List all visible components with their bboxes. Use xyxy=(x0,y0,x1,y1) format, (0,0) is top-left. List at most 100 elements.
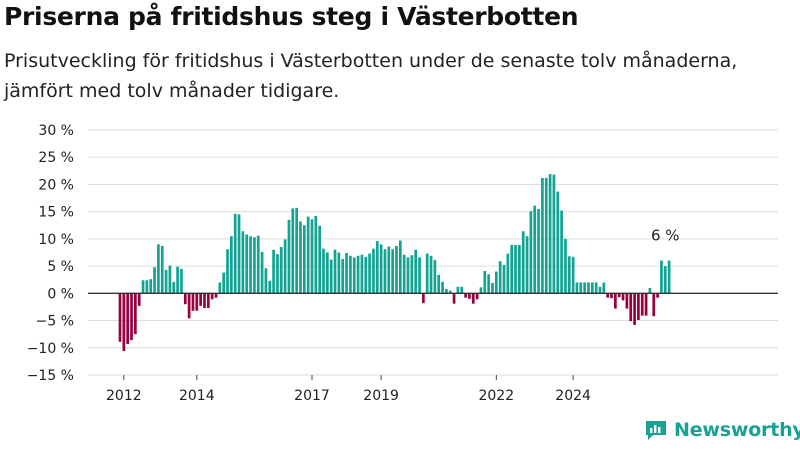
bar xyxy=(552,174,556,294)
y-tick-label: 5 % xyxy=(47,259,74,275)
bar xyxy=(329,259,333,294)
chart-subtitle: Prisutveckling för fritidshus i Västerbo… xyxy=(4,50,738,102)
bar xyxy=(268,280,272,294)
bar xyxy=(541,177,544,294)
bar xyxy=(445,288,448,294)
bar xyxy=(149,279,153,294)
bar xyxy=(126,293,130,344)
x-tick-label: 2019 xyxy=(363,388,399,404)
bar xyxy=(652,293,656,317)
bar xyxy=(494,271,498,294)
bar xyxy=(272,249,275,294)
bar xyxy=(644,293,648,316)
bar xyxy=(210,293,214,300)
y-tick-label: 10 % xyxy=(38,232,74,248)
bar xyxy=(283,239,287,294)
bar xyxy=(137,293,141,306)
bar xyxy=(471,293,475,304)
bar xyxy=(299,221,302,294)
bar xyxy=(406,257,410,294)
bar xyxy=(433,260,437,294)
bar xyxy=(548,174,552,294)
bar xyxy=(560,210,563,294)
bar xyxy=(360,254,364,294)
y-axis-ticks: 30 % 25 % 20 % 15 % 10 % 5 % 0 % −5 % −10 % −15 % xyxy=(27,123,74,384)
bar xyxy=(183,293,187,305)
bar xyxy=(322,248,325,294)
bar xyxy=(510,244,514,294)
y-tick-label: 30 % xyxy=(38,123,74,139)
bar xyxy=(206,293,210,309)
bar xyxy=(364,256,368,294)
bar xyxy=(387,246,391,294)
bar xyxy=(245,234,249,294)
bar xyxy=(375,241,379,294)
bar xyxy=(199,293,202,306)
bar xyxy=(326,252,329,294)
bar xyxy=(318,225,322,294)
bar xyxy=(130,293,133,341)
bar xyxy=(145,280,149,294)
bar xyxy=(341,259,345,294)
x-tick-label: 2014 xyxy=(179,388,215,404)
bar xyxy=(487,274,490,294)
bar xyxy=(491,282,494,294)
x-tick-label: 2017 xyxy=(294,388,330,404)
bar xyxy=(134,293,137,335)
grid-lines xyxy=(88,129,778,376)
bar xyxy=(222,272,226,294)
bar xyxy=(345,253,348,294)
x-tick-label: 2022 xyxy=(478,388,514,404)
bar xyxy=(391,249,394,294)
y-tick-label: 20 % xyxy=(38,177,74,193)
bar xyxy=(602,282,606,294)
bar xyxy=(452,293,456,304)
bar xyxy=(667,260,671,294)
bar xyxy=(314,216,318,294)
bar xyxy=(260,251,264,294)
bar xyxy=(249,236,252,294)
bar xyxy=(629,293,633,322)
y-tick-label: 25 % xyxy=(38,150,74,166)
bars xyxy=(118,174,671,352)
bar xyxy=(241,231,245,294)
bar xyxy=(614,293,617,309)
bar xyxy=(460,286,464,294)
bar xyxy=(214,293,218,298)
bar xyxy=(302,225,306,294)
bar xyxy=(237,214,241,294)
bar xyxy=(587,282,590,294)
bar xyxy=(448,290,452,294)
bar xyxy=(464,293,467,298)
bar xyxy=(640,293,644,316)
bar xyxy=(287,219,291,294)
bar xyxy=(203,293,206,309)
bar xyxy=(372,248,375,294)
last-value-annotation: 6 % xyxy=(651,227,680,245)
bar xyxy=(663,266,667,294)
bar xyxy=(606,293,610,298)
bar xyxy=(352,257,356,294)
bar xyxy=(529,211,533,294)
bar xyxy=(564,238,567,294)
bar xyxy=(349,255,352,294)
bar xyxy=(226,249,229,294)
bar xyxy=(395,245,398,294)
bar xyxy=(506,253,510,294)
bar xyxy=(617,293,621,298)
bar xyxy=(468,293,471,299)
bar xyxy=(256,235,260,294)
bar xyxy=(253,237,256,294)
bar xyxy=(621,293,625,301)
bar xyxy=(191,293,195,311)
bar xyxy=(383,249,387,294)
bar xyxy=(441,281,444,294)
bar xyxy=(429,255,433,294)
bar xyxy=(556,191,560,294)
bar xyxy=(418,257,421,294)
x-tick-label: 2024 xyxy=(555,388,591,404)
bar xyxy=(590,282,594,294)
bar xyxy=(514,244,517,294)
bar xyxy=(479,287,483,294)
